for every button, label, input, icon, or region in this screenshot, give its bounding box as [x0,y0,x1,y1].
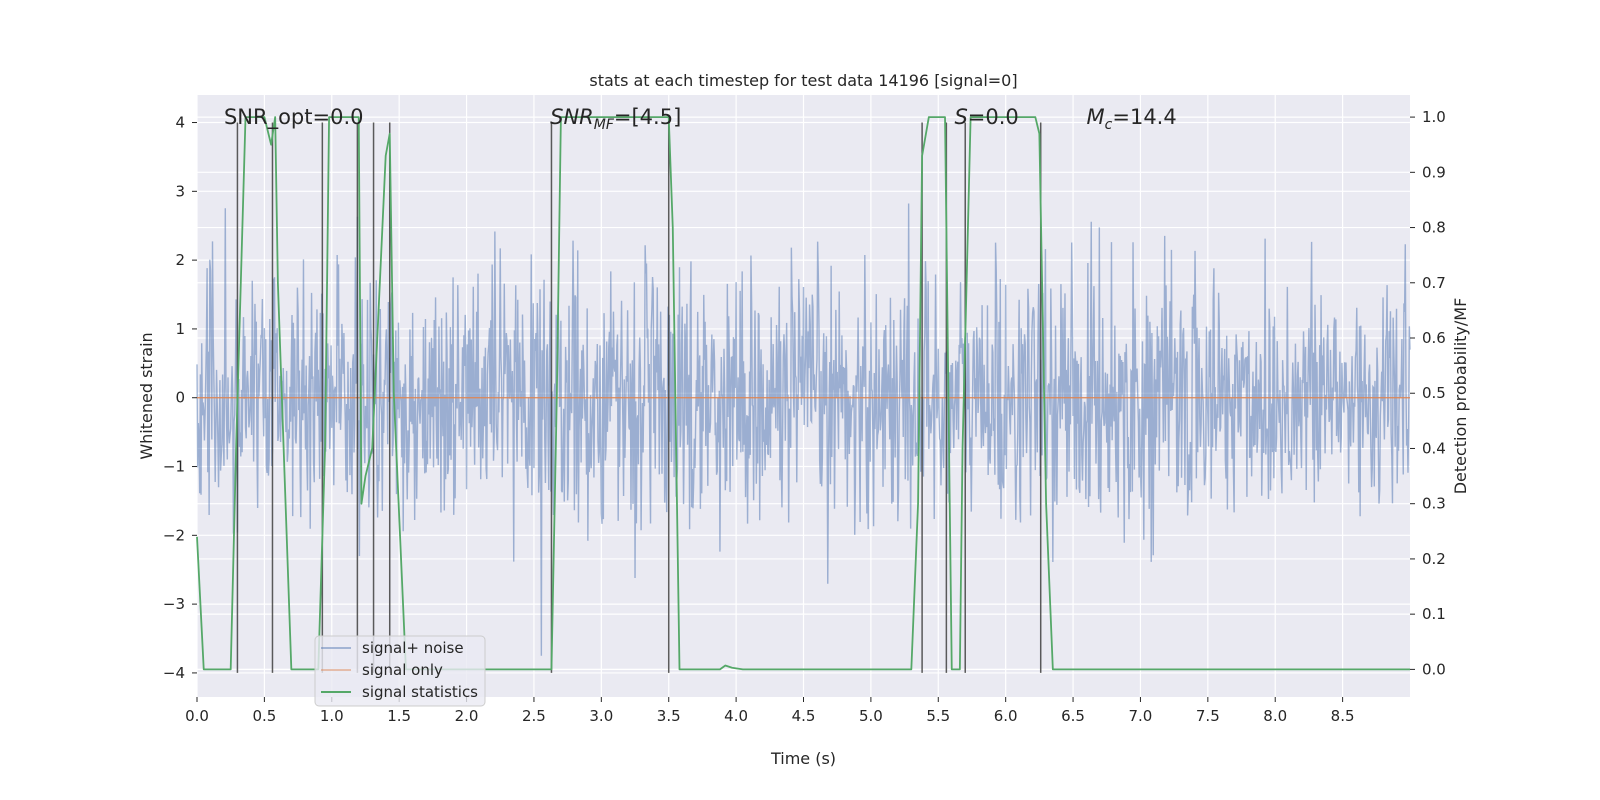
x-tick-label: 8.0 [1263,707,1287,725]
annotation-text: Mc=14.4 [1087,105,1177,133]
y-right-tick-label: 0.0 [1422,660,1446,678]
annotation-text: S=0.0 [954,105,1018,129]
x-tick-label: 2.5 [522,707,546,725]
x-tick-label: 2.0 [455,707,479,725]
y-right-axis-label: Detection probability/MF [1451,298,1470,495]
y-right-tick-label: 0.2 [1422,550,1446,568]
y-right-tick-label: 0.1 [1422,605,1446,623]
x-axis-label: Time (s) [770,749,836,768]
legend-label: signal only [362,661,443,679]
series-signal-statistics [196,116,1410,671]
x-tick-label: 3.5 [657,707,681,725]
legend-label: signal+ noise [362,639,464,657]
y-tick-label: −2 [163,526,185,544]
y-right-tick-label: 0.3 [1422,495,1446,513]
x-tick-label: 1.5 [387,707,411,725]
x-tick-label: 5.5 [926,707,950,725]
x-tick-label: 1.0 [320,707,344,725]
y-right-tick-label: 0.9 [1422,163,1446,181]
y-right-tick-label: 1.0 [1422,108,1446,126]
y-axis-label: Whitened strain [137,332,156,459]
y-tick-label: 3 [175,182,185,200]
y-tick-label: 4 [175,114,185,132]
y-tick-label: −3 [163,595,185,613]
legend-label: signal statistics [362,683,478,701]
x-tick-label: 4.0 [724,707,748,725]
y-right-tick-label: 0.8 [1422,219,1446,237]
x-tick-label: 5.0 [859,707,883,725]
y-tick-label: 0 [175,389,185,407]
y-tick-label: 1 [175,320,185,338]
y-right-tick-label: 0.5 [1422,384,1446,402]
x-tick-label: 8.5 [1331,707,1355,725]
x-tick-label: 7.0 [1129,707,1153,725]
annotation-text: SNRMF=[4.5] [550,105,681,133]
x-tick-label: 0.0 [185,707,209,725]
x-tick-label: 0.5 [252,707,276,725]
y-tick-label: −1 [163,458,185,476]
y-right-tick-label: 0.6 [1422,329,1446,347]
x-tick-label: 6.0 [994,707,1018,725]
x-tick-label: 3.0 [589,707,613,725]
y-tick-label: 2 [175,251,185,269]
y-right-tick-label: 0.4 [1422,439,1446,457]
y-tick-label: −4 [163,664,185,682]
series-signal-noise [196,203,1411,656]
x-tick-label: 4.5 [792,707,816,725]
legend-box [314,635,486,707]
annotation-text: SNR_opt=0.0 [224,105,364,130]
x-tick-label: 6.5 [1061,707,1085,725]
y-right-tick-label: 0.7 [1422,274,1446,292]
x-tick-label: 7.5 [1196,707,1220,725]
chart-title: stats at each timestep for test data 141… [589,71,1017,90]
